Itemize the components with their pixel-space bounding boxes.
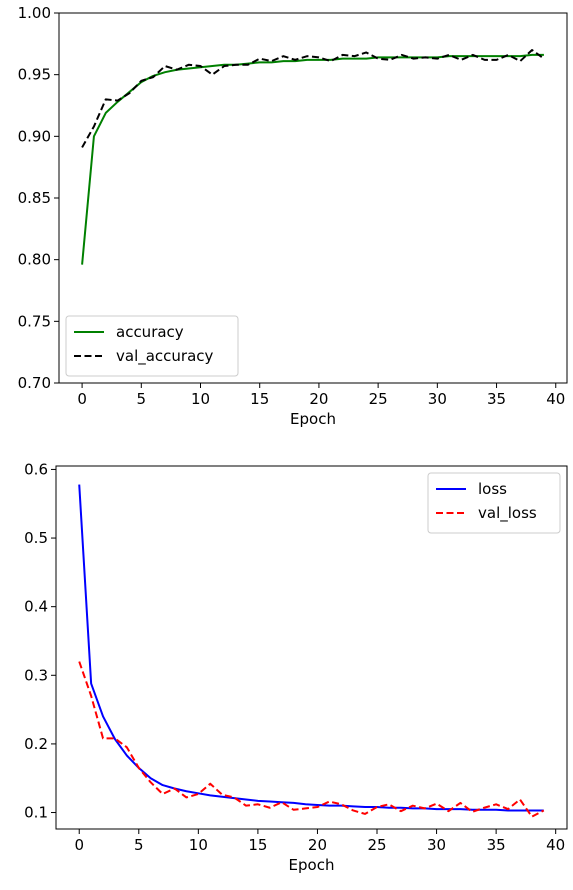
x-tick-label: 35 [487,390,506,408]
plot-lines [81,49,545,265]
y-tick-label: 0.4 [24,598,48,616]
x-axis-label: Epoch [289,856,335,874]
loss-chart: 0 5 10 15 20 25 30 35 40 0.1 0.2 0.3 0.4 0.5 0.6 Epoch l… [24,460,568,874]
legend-box [65,315,239,377]
legend-label: val_loss [478,504,537,523]
plot-frame [55,465,568,830]
y-tick-label: 0.90 [18,127,51,145]
series-line-accuracy [81,53,544,265]
x-tick-label: 25 [369,390,388,408]
x-tick-label: 40 [546,836,565,854]
series-line-val-loss [78,661,545,818]
x-tick-label: 40 [546,390,565,408]
x-tick-label: 20 [308,836,327,854]
x-tick-label: 5 [137,390,147,408]
x-tick-label: 25 [367,836,386,854]
x-tick-label: 30 [427,836,446,854]
y-tick-label: 0.75 [18,312,51,330]
legend: accuracy val_accuracy [65,315,239,377]
x-tick-label: 35 [487,836,506,854]
x-tick-label: 20 [309,390,328,408]
y-tick-label: 0.95 [18,66,51,84]
x-tick-label: 10 [189,836,208,854]
x-tick-label: 5 [134,836,144,854]
y-tick-label: 0.2 [24,735,48,753]
legend-label: accuracy [116,323,184,341]
x-tick-label: 0 [74,836,84,854]
y-tick-label: 0.6 [24,460,48,478]
series-line-val-accuracy [81,49,545,148]
x-tick-label: 0 [77,390,87,408]
y-tick-label: 0.85 [18,189,51,207]
x-tick-label: 15 [248,836,267,854]
x-tick-label: 30 [428,390,447,408]
y-tick-label: 0.80 [18,251,51,269]
y-tick-label: 0.3 [24,666,48,684]
legend-label: loss [478,480,507,498]
y-tick-label: 0.1 [24,804,48,822]
x-tick-label: 15 [250,390,269,408]
plot-lines [78,484,545,818]
y-tick-label: 1.00 [18,4,51,22]
y-tick-label: 0.70 [18,374,51,392]
legend: loss val_loss [427,472,561,534]
y-tick-label: 0.5 [24,529,48,547]
series-line-loss [78,484,544,812]
legend-label: val_accuracy [116,347,214,366]
accuracy-chart: 0 5 10 15 20 25 30 35 40 0.70 0.75 0.80 0.85 0.90 0.95… [18,4,568,428]
x-axis-label: Epoch [290,410,336,428]
x-tick-label: 10 [191,390,210,408]
